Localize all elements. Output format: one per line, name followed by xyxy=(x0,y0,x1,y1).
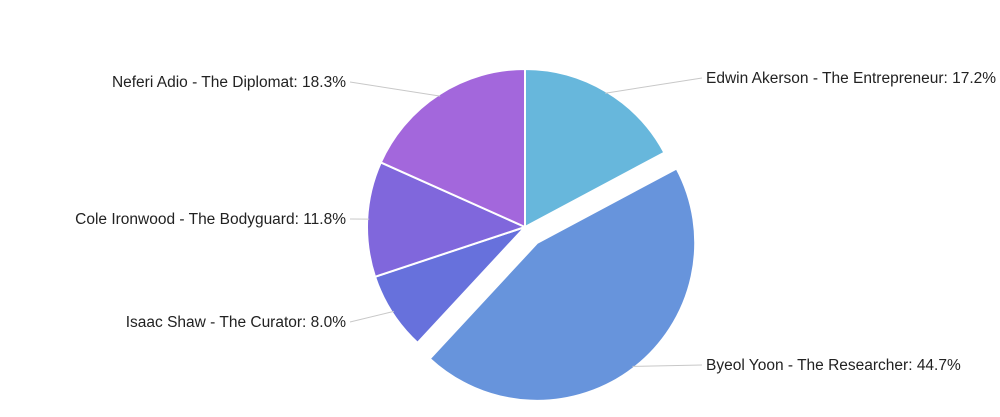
slice-label-byeol-yoon: Byeol Yoon - The Researcher: 44.7% xyxy=(706,357,961,374)
pie-slice-edwin-akerson[interactable] xyxy=(524,68,666,228)
pie-slice-byeol-yoon[interactable] xyxy=(428,167,697,402)
pie-slice-neferi-adio[interactable] xyxy=(379,68,526,228)
leader-line-byeol-yoon xyxy=(632,364,703,367)
slices-layer xyxy=(366,68,697,402)
slice-label-cole-ironwood: Cole Ironwood - The Bodyguard: 11.8% xyxy=(75,211,346,228)
leader-line-isaac-shaw xyxy=(349,310,394,323)
slice-label-neferi-adio: Neferi Adio - The Diplomat: 18.3% xyxy=(112,74,346,91)
leader-line-edwin-akerson xyxy=(605,77,703,94)
leader-line-neferi-adio xyxy=(349,81,441,97)
leader-lines-layer xyxy=(349,77,703,367)
slice-labels-layer: Edwin Akerson - The Entrepreneur: 17.2% B… xyxy=(75,70,996,374)
slice-label-isaac-shaw: Isaac Shaw - The Curator: 8.0% xyxy=(126,314,346,331)
slice-label-edwin-akerson: Edwin Akerson - The Entrepreneur: 17.2% xyxy=(706,70,996,87)
